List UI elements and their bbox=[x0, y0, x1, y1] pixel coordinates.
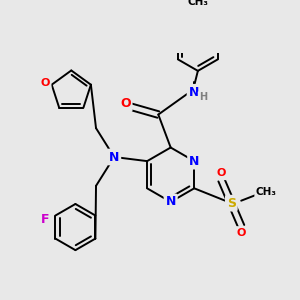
Text: S: S bbox=[227, 197, 236, 210]
Text: F: F bbox=[41, 213, 50, 226]
Text: N: N bbox=[189, 86, 199, 99]
Text: O: O bbox=[120, 97, 131, 110]
Text: O: O bbox=[217, 169, 226, 178]
Text: O: O bbox=[40, 78, 50, 88]
Text: CH₃: CH₃ bbox=[188, 0, 208, 7]
Text: O: O bbox=[236, 228, 246, 238]
Text: CH₃: CH₃ bbox=[255, 188, 276, 197]
Text: H: H bbox=[199, 92, 207, 102]
Text: N: N bbox=[189, 154, 200, 168]
Text: N: N bbox=[166, 195, 176, 208]
Text: N: N bbox=[109, 151, 119, 164]
